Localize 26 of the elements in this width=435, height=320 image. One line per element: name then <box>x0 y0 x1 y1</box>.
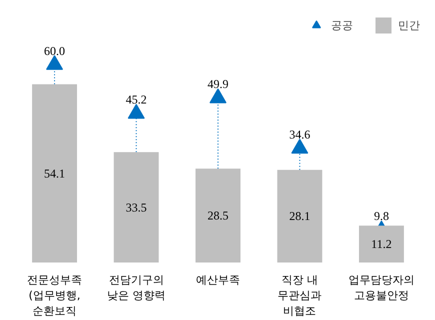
point <box>46 55 64 70</box>
point <box>128 104 145 119</box>
data-label: 60.0 <box>44 44 66 58</box>
point <box>291 138 308 154</box>
bar <box>277 170 322 262</box>
x-tick-label: 업무담당자의 고용불안정 <box>348 274 414 302</box>
data-label: 28.1 <box>289 209 310 224</box>
bar <box>358 226 404 262</box>
legend-label: 민간 <box>398 18 420 32</box>
x-tick-label: 전문성부족 (업무병행, 순환보직 <box>27 274 82 318</box>
data-label: 45.2 <box>126 92 147 107</box>
data-label: 9.8 <box>374 209 389 224</box>
data-label: 28.5 <box>208 208 228 223</box>
bar <box>32 84 78 262</box>
x-tick-label: 예산부족 <box>196 274 240 286</box>
point <box>210 88 226 104</box>
x-tick-label: 전담기구의 낮은 영향력 <box>107 274 166 302</box>
data-label: 33.5 <box>126 200 147 214</box>
legend-label: 공공 <box>331 18 353 32</box>
data-label: 54.1 <box>44 166 66 180</box>
data-label: 49.9 <box>208 77 228 92</box>
bar <box>114 152 159 262</box>
data-label: 34.6 <box>289 127 310 142</box>
data-label: 11.2 <box>371 237 392 252</box>
x-tick-label: 직장 내 무관심과 비협조 <box>278 274 322 318</box>
bar <box>196 168 240 262</box>
